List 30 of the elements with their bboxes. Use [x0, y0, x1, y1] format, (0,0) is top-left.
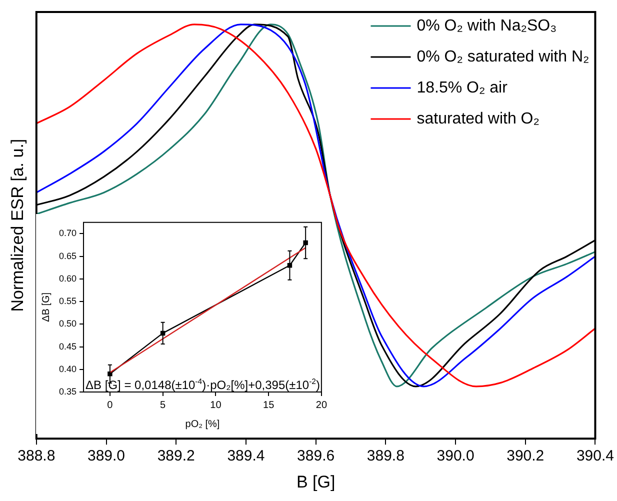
y-tick-label: 0.55: [58, 296, 77, 306]
y-tick-label: 0.65: [58, 250, 77, 261]
x-tick-label: 389.8: [366, 448, 404, 465]
y-tick-label: 0.70: [58, 228, 77, 238]
legend-label: 0% O₂ saturated with N₂: [416, 48, 590, 66]
x-tick-label: 390.0: [436, 448, 474, 465]
y-tick-label: 0.45: [58, 341, 77, 352]
legend-label: saturated with O₂: [416, 110, 540, 128]
x-tick-label: 0: [107, 400, 114, 411]
legend-label: 18.5% O₂ air: [416, 79, 508, 96]
x-tick-label: 389.6: [297, 448, 335, 465]
x-tick-label: 388.8: [18, 448, 56, 465]
y-axis-title: Normalized ESR [a. u.]: [8, 138, 27, 312]
x-tick-label: 390.4: [576, 448, 614, 465]
y-tick-label: 0.60: [58, 273, 77, 284]
x-tick-label: 15: [263, 400, 275, 411]
x-tick-label: 390.2: [506, 448, 544, 465]
legend-label: 0% O₂ with Na₂SO₃: [416, 17, 557, 34]
y-tick-label: 0.35: [58, 386, 77, 396]
x-axis-title: pO₂ [%]: [185, 418, 220, 430]
y-axis-title: ΔB [G]: [40, 292, 52, 322]
y-tick-label: 0.50: [58, 318, 77, 329]
x-tick-label: 5: [160, 400, 166, 411]
x-axis-title: B [G]: [296, 472, 336, 492]
x-tick-label: 389.4: [227, 448, 265, 465]
x-tick-label: 389.2: [157, 448, 195, 465]
x-tick-label: 389.0: [87, 448, 126, 465]
y-tick-label: 0.40: [58, 364, 77, 374]
x-tick-label: 10: [210, 400, 222, 411]
x-tick-label: 20: [316, 400, 328, 411]
